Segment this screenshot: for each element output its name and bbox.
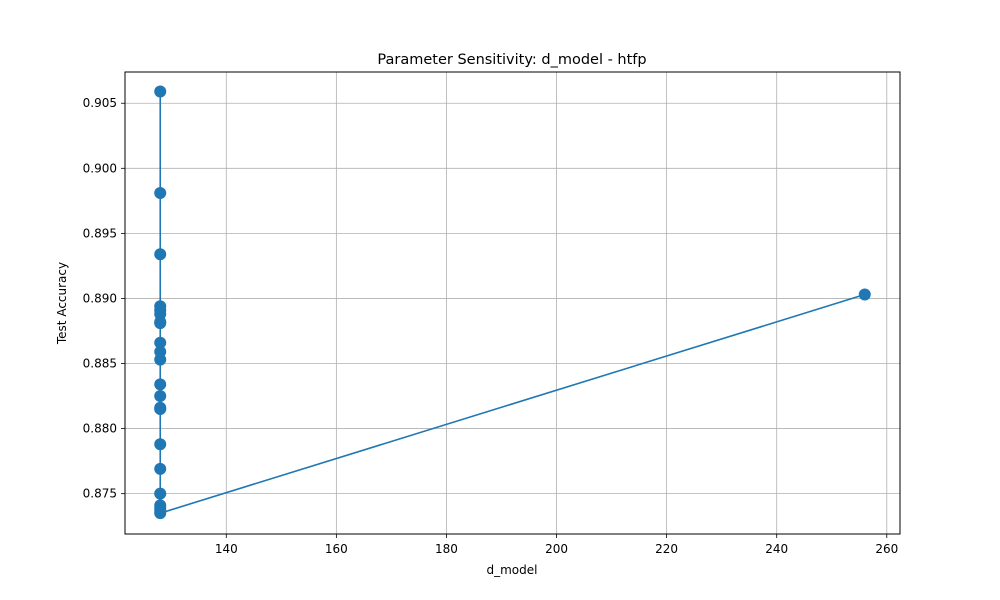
data-series bbox=[154, 85, 871, 520]
x-tick-label: 160 bbox=[325, 542, 348, 556]
chart-title: Parameter Sensitivity: d_model - htfp bbox=[377, 52, 646, 68]
data-point bbox=[154, 248, 167, 261]
x-tick-label: 260 bbox=[875, 542, 898, 556]
axis-ticks: 140 160 180 200 220 240 260 0.875 0.880 0.885 0.89… bbox=[83, 96, 899, 556]
plot-area bbox=[124, 71, 901, 535]
data-point bbox=[858, 288, 871, 301]
data-point bbox=[154, 403, 167, 416]
y-axis-label: Test Accuracy bbox=[55, 262, 69, 345]
y-tick-label: 0.875 bbox=[83, 487, 117, 501]
data-point bbox=[154, 378, 167, 391]
data-point bbox=[154, 507, 167, 520]
y-tick-label: 0.885 bbox=[83, 357, 117, 371]
data-point bbox=[154, 487, 167, 500]
y-tick-label: 0.900 bbox=[83, 161, 117, 175]
data-point bbox=[154, 85, 167, 98]
data-point bbox=[154, 317, 167, 330]
data-point bbox=[154, 353, 167, 366]
data-point bbox=[154, 390, 167, 403]
y-tick-label: 0.895 bbox=[83, 226, 117, 240]
y-tick-label: 0.905 bbox=[83, 96, 117, 110]
x-axis-label: d_model bbox=[487, 563, 538, 577]
x-tick-label: 220 bbox=[655, 542, 678, 556]
y-tick-label: 0.890 bbox=[83, 291, 117, 305]
data-point bbox=[154, 462, 167, 475]
x-tick-label: 240 bbox=[765, 542, 788, 556]
data-point bbox=[154, 438, 167, 451]
grid bbox=[125, 72, 900, 534]
x-tick-label: 180 bbox=[435, 542, 458, 556]
data-point bbox=[154, 187, 167, 200]
y-tick-label: 0.880 bbox=[83, 422, 117, 436]
x-tick-label: 200 bbox=[545, 542, 568, 556]
data-point bbox=[154, 336, 167, 349]
x-tick-label: 140 bbox=[215, 542, 238, 556]
